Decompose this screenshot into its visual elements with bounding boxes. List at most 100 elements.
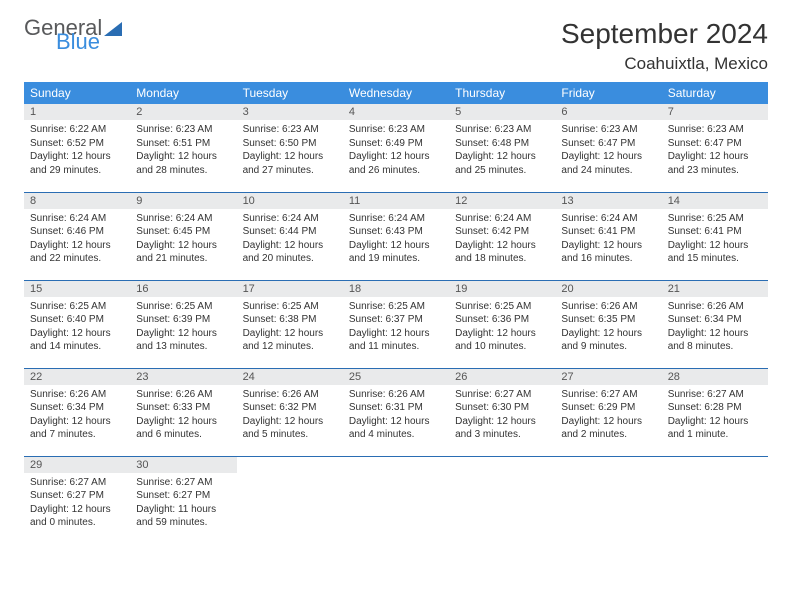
sunrise-line: Sunrise: 6:25 AM bbox=[349, 300, 443, 314]
day-body: Sunrise: 6:23 AMSunset: 6:47 PMDaylight:… bbox=[662, 120, 768, 181]
day-cell: 19Sunrise: 6:25 AMSunset: 6:36 PMDayligh… bbox=[449, 280, 555, 368]
daylight-line: Daylight: 12 hours and 21 minutes. bbox=[136, 239, 230, 266]
logo-sail-icon bbox=[104, 22, 122, 36]
sunset-line: Sunset: 6:52 PM bbox=[30, 137, 124, 151]
sunrise-line: Sunrise: 6:25 AM bbox=[136, 300, 230, 314]
sunrise-line: Sunrise: 6:25 AM bbox=[30, 300, 124, 314]
day-body: Sunrise: 6:24 AMSunset: 6:42 PMDaylight:… bbox=[449, 209, 555, 270]
day-body: Sunrise: 6:23 AMSunset: 6:50 PMDaylight:… bbox=[237, 120, 343, 181]
sunset-line: Sunset: 6:30 PM bbox=[455, 401, 549, 415]
day-body: Sunrise: 6:26 AMSunset: 6:35 PMDaylight:… bbox=[555, 297, 661, 358]
day-cell: 8Sunrise: 6:24 AMSunset: 6:46 PMDaylight… bbox=[24, 192, 130, 280]
daylight-line: Daylight: 11 hours and 59 minutes. bbox=[136, 503, 230, 530]
sunset-line: Sunset: 6:34 PM bbox=[30, 401, 124, 415]
day-cell: 15Sunrise: 6:25 AMSunset: 6:40 PMDayligh… bbox=[24, 280, 130, 368]
daylight-line: Daylight: 12 hours and 22 minutes. bbox=[30, 239, 124, 266]
weekday-header: Saturday bbox=[662, 82, 768, 104]
day-number: 12 bbox=[449, 193, 555, 209]
sunrise-line: Sunrise: 6:27 AM bbox=[30, 476, 124, 490]
sunrise-line: Sunrise: 6:25 AM bbox=[243, 300, 337, 314]
daylight-line: Daylight: 12 hours and 15 minutes. bbox=[668, 239, 762, 266]
day-number: 22 bbox=[24, 369, 130, 385]
sunrise-line: Sunrise: 6:24 AM bbox=[30, 212, 124, 226]
day-number: 27 bbox=[555, 369, 661, 385]
location-label: Coahuixtla, Mexico bbox=[561, 54, 768, 74]
sunset-line: Sunset: 6:46 PM bbox=[30, 225, 124, 239]
day-body: Sunrise: 6:26 AMSunset: 6:33 PMDaylight:… bbox=[130, 385, 236, 446]
sunrise-line: Sunrise: 6:23 AM bbox=[349, 123, 443, 137]
day-number: 19 bbox=[449, 281, 555, 297]
day-body: Sunrise: 6:26 AMSunset: 6:34 PMDaylight:… bbox=[24, 385, 130, 446]
day-cell: 11Sunrise: 6:24 AMSunset: 6:43 PMDayligh… bbox=[343, 192, 449, 280]
daylight-line: Daylight: 12 hours and 7 minutes. bbox=[30, 415, 124, 442]
daylight-line: Daylight: 12 hours and 9 minutes. bbox=[561, 327, 655, 354]
sunset-line: Sunset: 6:50 PM bbox=[243, 137, 337, 151]
daylight-line: Daylight: 12 hours and 19 minutes. bbox=[349, 239, 443, 266]
weekday-header: Sunday bbox=[24, 82, 130, 104]
sunrise-line: Sunrise: 6:26 AM bbox=[136, 388, 230, 402]
title-block: September 2024 Coahuixtla, Mexico bbox=[561, 18, 768, 74]
day-cell: 17Sunrise: 6:25 AMSunset: 6:38 PMDayligh… bbox=[237, 280, 343, 368]
day-cell: 14Sunrise: 6:25 AMSunset: 6:41 PMDayligh… bbox=[662, 192, 768, 280]
day-cell: 16Sunrise: 6:25 AMSunset: 6:39 PMDayligh… bbox=[130, 280, 236, 368]
sunrise-line: Sunrise: 6:27 AM bbox=[455, 388, 549, 402]
week-row: 1Sunrise: 6:22 AMSunset: 6:52 PMDaylight… bbox=[24, 104, 768, 192]
day-number: 15 bbox=[24, 281, 130, 297]
sunrise-line: Sunrise: 6:25 AM bbox=[455, 300, 549, 314]
weekday-header: Wednesday bbox=[343, 82, 449, 104]
sunrise-line: Sunrise: 6:26 AM bbox=[30, 388, 124, 402]
sunrise-line: Sunrise: 6:25 AM bbox=[668, 212, 762, 226]
sunset-line: Sunset: 6:45 PM bbox=[136, 225, 230, 239]
sunset-line: Sunset: 6:47 PM bbox=[561, 137, 655, 151]
day-body: Sunrise: 6:25 AMSunset: 6:37 PMDaylight:… bbox=[343, 297, 449, 358]
calendar-table: SundayMondayTuesdayWednesdayThursdayFrid… bbox=[24, 82, 768, 544]
day-cell: 5Sunrise: 6:23 AMSunset: 6:48 PMDaylight… bbox=[449, 104, 555, 192]
sunset-line: Sunset: 6:32 PM bbox=[243, 401, 337, 415]
day-number: 30 bbox=[130, 457, 236, 473]
day-body: Sunrise: 6:23 AMSunset: 6:47 PMDaylight:… bbox=[555, 120, 661, 181]
day-cell: 3Sunrise: 6:23 AMSunset: 6:50 PMDaylight… bbox=[237, 104, 343, 192]
day-number: 20 bbox=[555, 281, 661, 297]
sunrise-line: Sunrise: 6:24 AM bbox=[349, 212, 443, 226]
logo: General Blue bbox=[24, 18, 122, 52]
sunrise-line: Sunrise: 6:26 AM bbox=[561, 300, 655, 314]
day-body: Sunrise: 6:26 AMSunset: 6:31 PMDaylight:… bbox=[343, 385, 449, 446]
sunset-line: Sunset: 6:42 PM bbox=[455, 225, 549, 239]
sunset-line: Sunset: 6:31 PM bbox=[349, 401, 443, 415]
day-number: 3 bbox=[237, 104, 343, 120]
daylight-line: Daylight: 12 hours and 1 minute. bbox=[668, 415, 762, 442]
sunset-line: Sunset: 6:28 PM bbox=[668, 401, 762, 415]
sunrise-line: Sunrise: 6:23 AM bbox=[561, 123, 655, 137]
day-number: 8 bbox=[24, 193, 130, 209]
day-body: Sunrise: 6:23 AMSunset: 6:51 PMDaylight:… bbox=[130, 120, 236, 181]
weekday-header: Monday bbox=[130, 82, 236, 104]
day-body: Sunrise: 6:25 AMSunset: 6:40 PMDaylight:… bbox=[24, 297, 130, 358]
day-number: 6 bbox=[555, 104, 661, 120]
week-row: 15Sunrise: 6:25 AMSunset: 6:40 PMDayligh… bbox=[24, 280, 768, 368]
sunset-line: Sunset: 6:33 PM bbox=[136, 401, 230, 415]
calendar-page: General Blue September 2024 Coahuixtla, … bbox=[0, 0, 792, 554]
daylight-line: Daylight: 12 hours and 3 minutes. bbox=[455, 415, 549, 442]
sunrise-line: Sunrise: 6:23 AM bbox=[243, 123, 337, 137]
daylight-line: Daylight: 12 hours and 29 minutes. bbox=[30, 150, 124, 177]
sunrise-line: Sunrise: 6:23 AM bbox=[136, 123, 230, 137]
sunset-line: Sunset: 6:36 PM bbox=[455, 313, 549, 327]
daylight-line: Daylight: 12 hours and 24 minutes. bbox=[561, 150, 655, 177]
week-row: 8Sunrise: 6:24 AMSunset: 6:46 PMDaylight… bbox=[24, 192, 768, 280]
sunset-line: Sunset: 6:37 PM bbox=[349, 313, 443, 327]
daylight-line: Daylight: 12 hours and 18 minutes. bbox=[455, 239, 549, 266]
sunset-line: Sunset: 6:29 PM bbox=[561, 401, 655, 415]
day-body: Sunrise: 6:24 AMSunset: 6:46 PMDaylight:… bbox=[24, 209, 130, 270]
daylight-line: Daylight: 12 hours and 23 minutes. bbox=[668, 150, 762, 177]
day-number: 23 bbox=[130, 369, 236, 385]
day-body: Sunrise: 6:22 AMSunset: 6:52 PMDaylight:… bbox=[24, 120, 130, 181]
sunset-line: Sunset: 6:35 PM bbox=[561, 313, 655, 327]
weekday-header: Friday bbox=[555, 82, 661, 104]
empty-cell bbox=[237, 456, 343, 544]
empty-cell bbox=[343, 456, 449, 544]
day-cell: 26Sunrise: 6:27 AMSunset: 6:30 PMDayligh… bbox=[449, 368, 555, 456]
day-cell: 28Sunrise: 6:27 AMSunset: 6:28 PMDayligh… bbox=[662, 368, 768, 456]
day-body: Sunrise: 6:24 AMSunset: 6:44 PMDaylight:… bbox=[237, 209, 343, 270]
sunset-line: Sunset: 6:48 PM bbox=[455, 137, 549, 151]
day-cell: 9Sunrise: 6:24 AMSunset: 6:45 PMDaylight… bbox=[130, 192, 236, 280]
